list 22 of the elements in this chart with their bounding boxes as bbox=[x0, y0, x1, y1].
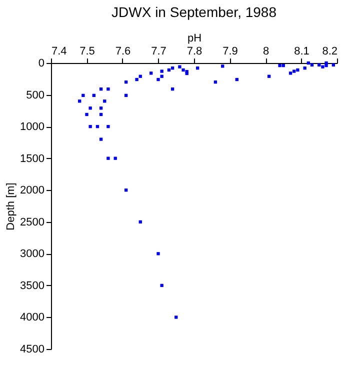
y-tick-label: 0 bbox=[38, 58, 44, 70]
x-tick-label: 8 bbox=[262, 46, 270, 58]
y-tick-label: 1500 bbox=[20, 152, 44, 165]
chart-title: JDWX in September, 1988 bbox=[112, 4, 277, 20]
x-tick-label: 7.7 bbox=[151, 46, 166, 58]
y-tick-label: 3000 bbox=[20, 248, 44, 260]
x-axis-title: pH bbox=[187, 32, 202, 44]
y-tick-label: 4000 bbox=[20, 312, 44, 324]
y-tick-label: 2000 bbox=[20, 184, 44, 197]
x-tick-label: 8.2 bbox=[322, 46, 338, 58]
y-tick-label: 500 bbox=[26, 89, 44, 102]
y-tick-label: 1000 bbox=[20, 121, 44, 134]
x-tick-label: 8.1 bbox=[294, 46, 310, 58]
x-tick-label: 7.8 bbox=[186, 46, 202, 58]
y-tick-label: 3500 bbox=[20, 280, 44, 292]
x-tick-label: 7.9 bbox=[222, 46, 238, 58]
x-tick-label: 7.4 bbox=[52, 46, 67, 58]
x-tick-label: 7.5 bbox=[80, 46, 95, 58]
x-tick-label: 7.6 bbox=[115, 46, 131, 58]
y-axis-title: Depth [m] bbox=[5, 182, 18, 230]
y-tick-label: 2500 bbox=[20, 216, 44, 228]
y-tick-label: 4500 bbox=[20, 344, 44, 356]
